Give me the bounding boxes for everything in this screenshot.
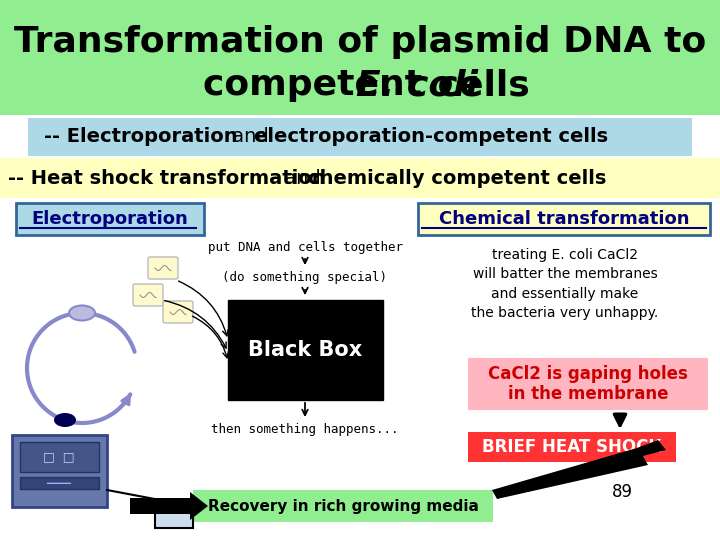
FancyBboxPatch shape [155,500,193,528]
Text: cells: cells [425,68,530,102]
Polygon shape [130,492,208,520]
Text: E. coli: E. coli [356,68,478,102]
FancyBboxPatch shape [228,300,383,400]
Text: put DNA and cells together: put DNA and cells together [207,240,402,253]
Ellipse shape [54,413,76,427]
FancyBboxPatch shape [163,301,193,323]
Text: BRIEF HEAT SHOCK: BRIEF HEAT SHOCK [482,438,662,456]
Text: Chemical transformation: Chemical transformation [438,210,689,228]
Text: Recovery in rich growing media: Recovery in rich growing media [207,498,478,514]
Polygon shape [492,440,666,499]
Text: treating E. coli CaCl2
will batter the membranes
and essentially make
the bacter: treating E. coli CaCl2 will batter the m… [472,248,659,321]
Text: -- Heat shock transformation: -- Heat shock transformation [8,168,325,187]
Text: and: and [226,127,275,146]
Text: Black Box: Black Box [248,340,362,360]
FancyBboxPatch shape [0,158,720,198]
Text: Electroporation: Electroporation [32,210,189,228]
Text: chemically competent cells: chemically competent cells [308,168,606,187]
FancyBboxPatch shape [133,284,163,306]
Text: then something happens...: then something happens... [211,423,399,436]
FancyBboxPatch shape [193,490,493,522]
Text: electroporation-competent cells: electroporation-competent cells [254,127,608,146]
Text: ━━━━━: ━━━━━ [47,478,71,488]
Text: Transformation of plasmid DNA to: Transformation of plasmid DNA to [14,25,706,59]
FancyBboxPatch shape [0,0,720,115]
FancyBboxPatch shape [20,442,99,472]
FancyBboxPatch shape [16,203,204,235]
Text: -- Electroporation: -- Electroporation [44,127,238,146]
FancyBboxPatch shape [468,432,676,462]
FancyBboxPatch shape [148,257,178,279]
Ellipse shape [69,306,95,321]
Text: □  □: □ □ [43,450,75,463]
Text: CaCl2 is gaping holes
in the membrane: CaCl2 is gaping holes in the membrane [488,364,688,403]
Text: competent: competent [203,68,435,102]
FancyBboxPatch shape [28,118,692,156]
Text: and: and [278,168,327,187]
Text: (do something special): (do something special) [222,272,387,285]
FancyBboxPatch shape [418,203,710,235]
FancyBboxPatch shape [20,477,99,489]
FancyBboxPatch shape [468,358,708,410]
FancyBboxPatch shape [12,435,107,507]
Text: 89: 89 [611,483,632,501]
